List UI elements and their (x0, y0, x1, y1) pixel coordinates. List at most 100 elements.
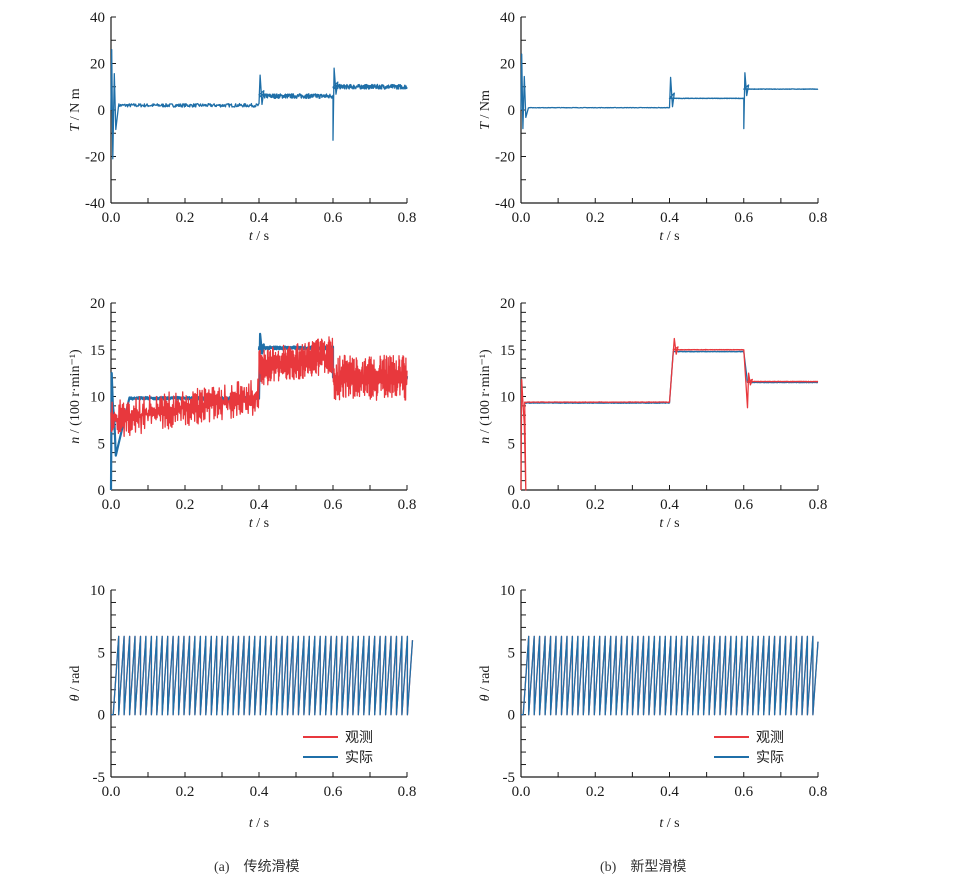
x-axis-label-symbol: t (249, 229, 254, 244)
x-tick-label: 0.4 (660, 497, 679, 513)
plot-area (110, 48, 408, 160)
y-axis-label-symbol: θ (68, 694, 83, 701)
x-axis-label: t / s (659, 516, 679, 531)
y-tick-label: 20 (500, 296, 515, 312)
plot-area (520, 337, 819, 491)
y-axis-label-unit: / rad (68, 666, 83, 695)
y-axis-label-symbol: θ (478, 694, 493, 701)
series-line-observed (520, 337, 819, 491)
y-tick-label: 0 (508, 483, 516, 499)
y-tick-label: -40 (85, 196, 105, 212)
x-tick-label: 0.2 (176, 497, 195, 513)
y-axis-label-symbol: T (68, 123, 83, 132)
x-tick-label: 0.2 (586, 784, 605, 800)
x-tick-label: 0.0 (102, 784, 121, 800)
x-tick-label: 0.0 (102, 497, 121, 513)
x-tick-label: 0.2 (176, 784, 195, 800)
x-axis-label-symbol: t (659, 229, 664, 244)
plot-area (520, 53, 819, 130)
y-axis-label-unit: / Nm (478, 90, 493, 122)
caption-b-text: 新型滑模 (630, 859, 687, 875)
x-axis-label-unit: / s (663, 516, 679, 531)
y-tick-label: 40 (90, 10, 105, 26)
plot-area (109, 332, 409, 491)
y-axis-label: n / (100 r·min⁻¹) (478, 349, 493, 444)
y-tick-label: 15 (500, 343, 515, 359)
y-tick-label: 10 (500, 390, 515, 406)
y-axis-label-symbol: n (68, 437, 83, 444)
x-tick-label: 0.0 (512, 784, 531, 800)
y-tick-label: 10 (90, 390, 105, 406)
caption-b-tag: (b) (600, 860, 617, 875)
y-axis-label-symbol: T (478, 121, 493, 130)
y-tick-label: 10 (90, 583, 105, 599)
x-tick-label: 0.6 (734, 497, 753, 513)
y-axis-label: T / N m (68, 88, 83, 131)
x-tick-label: 0.8 (809, 497, 828, 513)
y-tick-label: 0 (98, 483, 106, 499)
y-tick-label: 5 (98, 436, 106, 452)
x-tick-label: 0.4 (660, 210, 679, 226)
x-axis-label-symbol: t (249, 816, 254, 831)
x-tick-label: 0.8 (809, 784, 828, 800)
x-tick-label: 0.0 (512, 497, 531, 513)
caption-a-tag: (a) (214, 860, 230, 875)
x-tick-label: 0.6 (324, 210, 343, 226)
x-axis-label-unit: / s (253, 229, 269, 244)
x-tick-label: 0.6 (734, 210, 753, 226)
x-axis-label-symbol: t (659, 516, 664, 531)
y-axis-label: θ / rad (478, 666, 493, 702)
x-tick-label: 0.0 (102, 210, 121, 226)
y-tick-label: 0 (508, 708, 516, 724)
x-tick-label: 0.4 (660, 784, 679, 800)
x-tick-label: 0.4 (250, 497, 269, 513)
x-axis-label-unit: / s (663, 816, 679, 831)
y-tick-label: 20 (90, 57, 105, 73)
x-tick-label: 0.8 (809, 210, 828, 226)
y-tick-label: -20 (85, 150, 105, 166)
series-line-actual (520, 53, 819, 130)
series-line-actual (111, 635, 414, 716)
y-tick-label: 5 (508, 645, 516, 661)
y-tick-label: 5 (508, 436, 516, 452)
x-axis-label: t / s (249, 229, 269, 244)
y-tick-label: 0 (98, 708, 106, 724)
x-axis-label: t / s (249, 516, 269, 531)
y-tick-label: 40 (500, 10, 515, 26)
x-axis-label: t / s (249, 816, 269, 831)
y-axis-label: θ / rad (68, 666, 83, 702)
x-tick-label: 0.4 (250, 784, 269, 800)
x-axis-label-symbol: t (249, 516, 254, 531)
y-tick-label: -5 (93, 770, 106, 786)
plot-area (521, 635, 819, 716)
x-tick-label: 0.6 (324, 497, 343, 513)
x-axis-label: t / s (659, 229, 679, 244)
x-tick-label: 0.2 (586, 497, 605, 513)
chart-b-speed: 0.0 0.2 0.4 0.6 0.8 0 5 10 15 20 t / s n / (100 r·m… (478, 296, 827, 531)
y-tick-label: 20 (500, 57, 515, 73)
legend-label-observed: 观测 (756, 730, 784, 746)
legend-label-actual: 实际 (756, 750, 784, 766)
chart-a-torque: 0.0 0.2 0.4 0.6 0.8 -40 -20 0 20 40 t / s T / N m (68, 10, 416, 244)
y-tick-label: -5 (503, 770, 516, 786)
caption-a: (a) 传统滑模 (214, 856, 300, 876)
plot-area (111, 635, 414, 716)
y-axis-label-unit: / (100 r·min⁻¹) (478, 349, 493, 437)
x-axis-label-unit: / s (253, 516, 269, 531)
x-tick-label: 0.8 (398, 210, 417, 226)
y-tick-label: 15 (90, 343, 105, 359)
x-axis-label-unit: / s (663, 229, 679, 244)
x-tick-label: 0.2 (586, 210, 605, 226)
x-tick-label: 0.8 (398, 784, 417, 800)
x-tick-label: 0.6 (324, 784, 343, 800)
series-line-actual (524, 350, 819, 404)
caption-a-text: 传统滑模 (243, 859, 300, 875)
series-line-actual (110, 48, 408, 160)
y-tick-label: -40 (495, 196, 515, 212)
y-axis-label-unit: / N m (68, 88, 83, 124)
x-tick-label: 0.0 (512, 210, 531, 226)
